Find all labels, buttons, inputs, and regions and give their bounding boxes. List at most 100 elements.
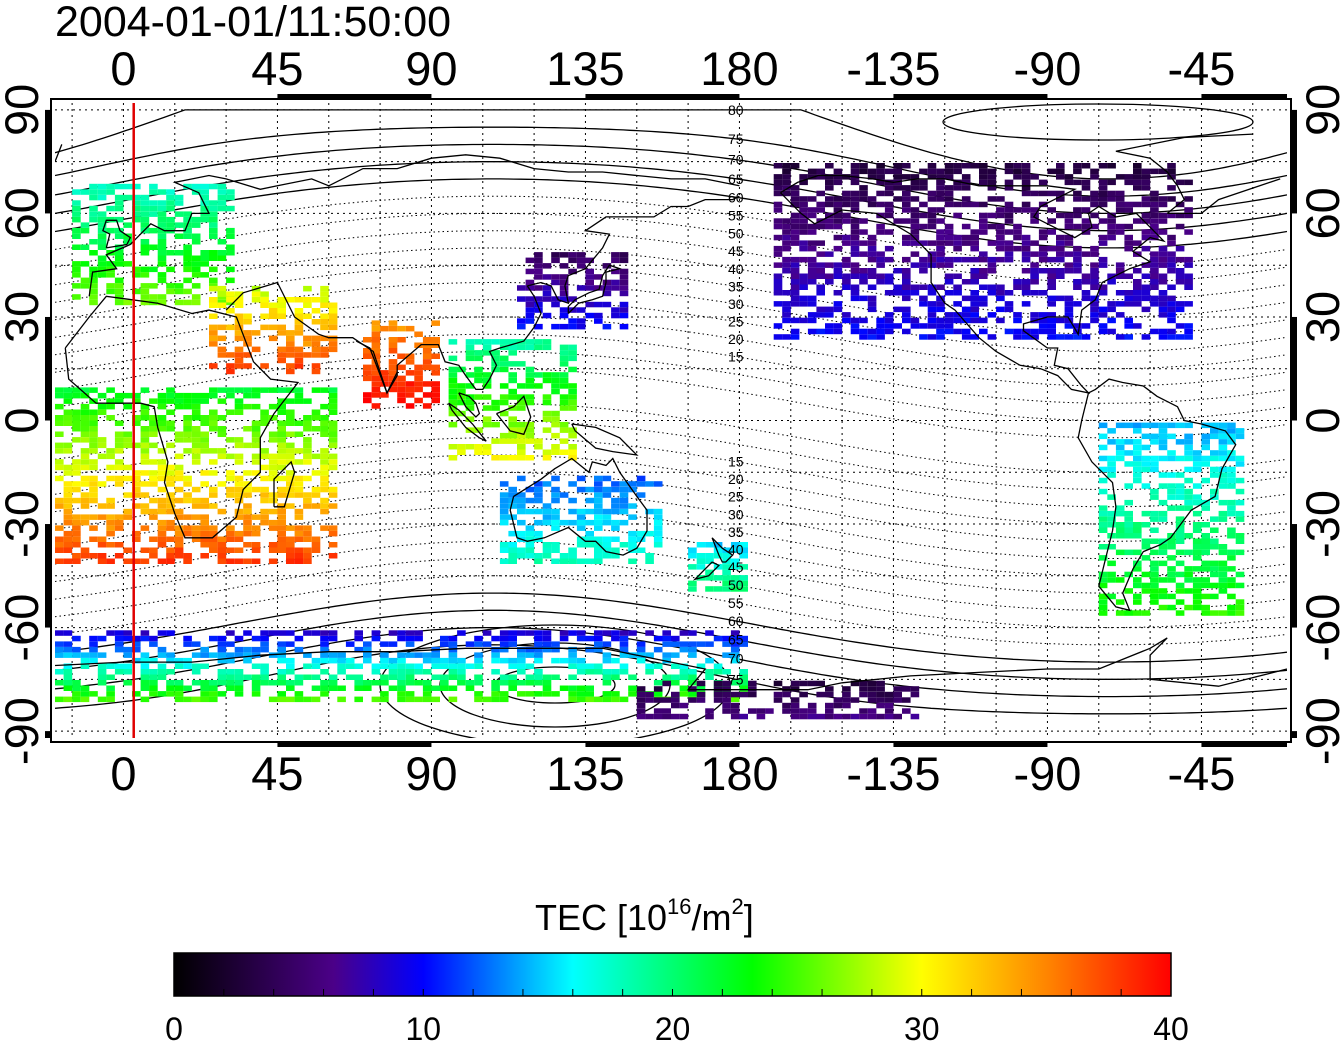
tec-cell xyxy=(611,285,620,291)
tec-cell xyxy=(414,386,423,393)
tec-cell xyxy=(1167,577,1176,583)
tec-cell xyxy=(251,459,261,465)
tec-cell xyxy=(1150,190,1159,197)
tec-cell xyxy=(1141,483,1151,489)
tec-cell xyxy=(568,394,577,400)
tec-cell xyxy=(1133,422,1142,429)
tec-cell xyxy=(140,453,150,460)
tec-cell xyxy=(970,317,979,324)
tec-cell xyxy=(979,229,988,235)
tec-cell xyxy=(534,372,543,378)
tec-cell xyxy=(114,255,124,261)
tec-cell xyxy=(260,297,269,303)
tec-cell xyxy=(80,387,90,393)
tec-cell xyxy=(157,250,167,256)
tec-cell xyxy=(260,291,269,297)
tec-cell xyxy=(816,328,825,335)
tec-cell xyxy=(200,216,209,223)
tec-cell xyxy=(807,279,817,285)
tec-cell xyxy=(286,641,295,647)
tec-cell xyxy=(80,503,90,509)
tec-cell xyxy=(191,403,201,410)
tec-cell xyxy=(234,453,244,460)
tec-cell xyxy=(833,262,843,268)
tec-cell xyxy=(157,216,167,223)
tec-cell xyxy=(106,387,115,393)
tec-cell xyxy=(542,416,552,422)
tec-cell xyxy=(636,530,646,537)
tec-cell xyxy=(251,387,261,393)
tec-cell xyxy=(876,174,885,180)
tec-cell xyxy=(149,244,158,250)
tec-cell xyxy=(730,635,740,642)
tec-cell xyxy=(97,635,107,642)
tec-cell xyxy=(1167,262,1176,268)
tec-cell xyxy=(157,503,167,509)
tec-cell xyxy=(876,317,885,324)
tec-cell xyxy=(388,685,398,691)
tec-cell xyxy=(243,363,252,369)
tec-cell xyxy=(1107,439,1116,445)
tec-cell xyxy=(1038,190,1048,197)
tec-cell xyxy=(996,256,1005,263)
tec-cell xyxy=(491,355,500,362)
tec-cell xyxy=(72,211,81,217)
tec-cell xyxy=(568,481,577,487)
tec-cell xyxy=(910,713,920,720)
tec-cell xyxy=(311,341,321,347)
tec-cell xyxy=(1021,301,1031,307)
tec-cell xyxy=(209,277,218,284)
tec-cell xyxy=(397,337,406,343)
tec-cell xyxy=(919,185,928,191)
tec-cell xyxy=(517,455,526,461)
tec-cell xyxy=(542,674,552,680)
tec-cell xyxy=(97,453,107,460)
tec-cell xyxy=(807,207,817,213)
tec-cell xyxy=(996,223,1005,230)
tec-cell xyxy=(1107,229,1116,235)
tec-cell xyxy=(1201,522,1210,528)
tec-cell xyxy=(311,346,321,353)
tec-cell xyxy=(166,409,175,415)
tec-cell xyxy=(961,223,971,230)
tec-cell xyxy=(602,508,612,515)
tec-cell xyxy=(320,508,329,515)
tec-cell xyxy=(226,536,235,542)
tec-cell xyxy=(132,398,141,404)
tec-cell xyxy=(1124,334,1133,340)
tec-cell xyxy=(191,442,201,449)
tec-cell xyxy=(1158,196,1168,202)
tec-cell xyxy=(174,283,184,289)
tec-cell xyxy=(191,239,201,245)
tec-cell xyxy=(174,663,184,669)
tec-cell xyxy=(397,657,406,664)
tec-cell xyxy=(833,223,843,230)
tec-cell xyxy=(55,442,64,449)
tec-cell xyxy=(542,344,552,351)
tec-cell xyxy=(850,328,860,335)
tec-cell xyxy=(679,685,689,691)
tec-cell xyxy=(89,442,98,449)
tec-cell xyxy=(850,223,860,230)
tec-cell xyxy=(294,420,304,426)
tec-cell xyxy=(1098,544,1108,550)
tec-cell xyxy=(491,405,500,411)
tec-cell xyxy=(72,459,81,465)
tec-cell xyxy=(268,497,278,504)
tec-cell xyxy=(380,663,389,669)
tec-cell xyxy=(739,553,748,559)
tec-cell xyxy=(268,558,278,564)
tec-cell xyxy=(191,266,201,273)
tec-cell xyxy=(773,680,783,687)
tec-cell xyxy=(149,442,158,449)
tec-cell xyxy=(1150,284,1159,290)
tec-cell xyxy=(602,674,612,680)
tec-cell xyxy=(850,697,860,703)
tec-cell xyxy=(782,190,791,197)
tec-cell xyxy=(63,641,73,647)
tec-cell xyxy=(859,190,868,197)
tec-cell xyxy=(234,497,244,504)
tec-cell xyxy=(183,288,192,295)
tec-cell xyxy=(1133,290,1142,296)
tec-cell xyxy=(1218,560,1228,567)
